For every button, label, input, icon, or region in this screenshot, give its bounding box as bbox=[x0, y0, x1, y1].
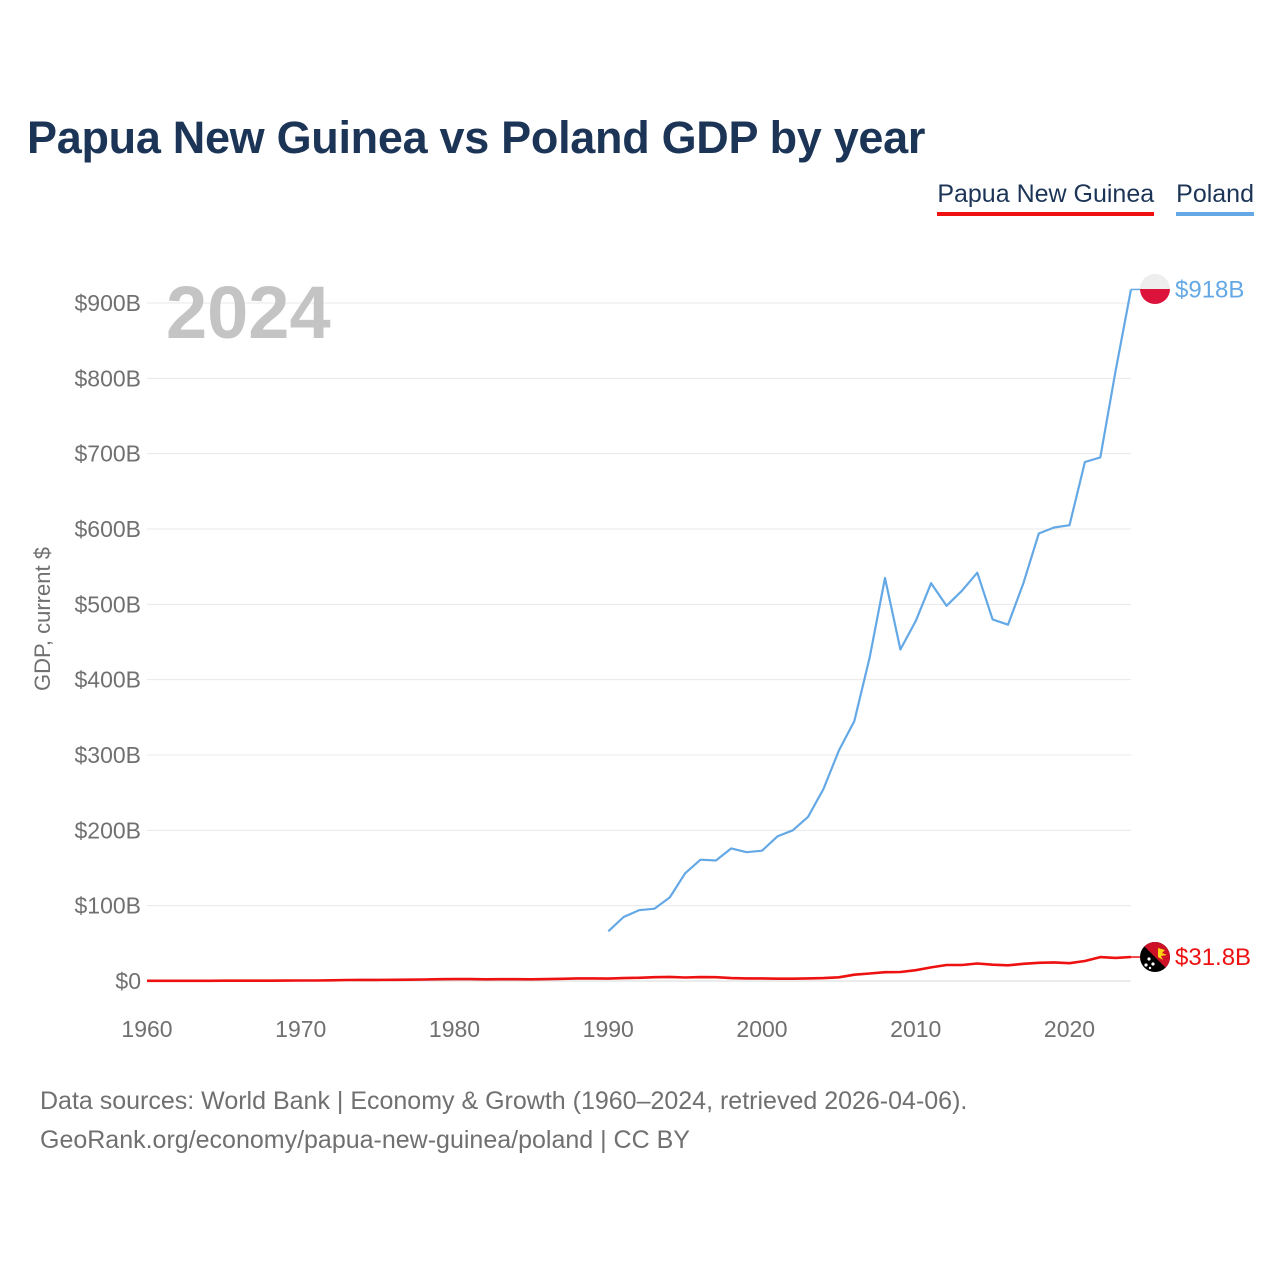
x-tick-label: 1990 bbox=[583, 1016, 634, 1042]
y-tick-label: $500B bbox=[74, 591, 141, 617]
y-axis-ticks: $0 $100B $200B $300B $400B $500B $600B $700B $80… bbox=[74, 290, 141, 994]
papua-new-guinea-flag-icon bbox=[1140, 942, 1170, 972]
series-line-poland[interactable] bbox=[607, 289, 1133, 933]
x-tick-label: 2000 bbox=[736, 1016, 787, 1042]
line-chart: 2024 $0 $100B $200B $300B $400B $500B $600B $70… bbox=[30, 271, 1251, 1042]
grid-lines bbox=[147, 302, 1131, 982]
y-tick-label: $900B bbox=[74, 290, 141, 316]
y-tick-label: $200B bbox=[74, 817, 141, 843]
footer: Data sources: World Bank | Economy & Gro… bbox=[40, 1082, 967, 1160]
y-tick-label: $0 bbox=[115, 968, 141, 994]
y-tick-label: $400B bbox=[74, 667, 141, 693]
y-tick-label: $700B bbox=[74, 441, 141, 467]
legend-item-poland[interactable]: Poland bbox=[1176, 180, 1254, 216]
flag-markers bbox=[1140, 274, 1170, 972]
y-tick-label: $100B bbox=[74, 893, 141, 919]
series-lines bbox=[147, 289, 1133, 983]
legend: Papua New Guinea Poland bbox=[937, 180, 1254, 216]
end-label-poland: $918B bbox=[1175, 276, 1244, 303]
y-tick-label: $800B bbox=[74, 365, 141, 391]
series-line-papua-new-guinea[interactable] bbox=[147, 955, 1132, 983]
legend-item-papua-new-guinea[interactable]: Papua New Guinea bbox=[937, 180, 1155, 216]
source-url[interactable]: GeoRank.org/economy/papua-new-guinea/pol… bbox=[40, 1126, 690, 1154]
x-tick-label: 1970 bbox=[275, 1016, 326, 1042]
end-label-papua-new-guinea: $31.8B bbox=[1175, 944, 1251, 971]
x-tick-label: 1960 bbox=[121, 1016, 172, 1042]
y-tick-label: $600B bbox=[74, 516, 141, 542]
x-tick-label: 1980 bbox=[429, 1016, 480, 1042]
data-source-note: Data sources: World Bank | Economy & Gro… bbox=[40, 1087, 968, 1115]
y-axis-title: GDP, current $ bbox=[30, 547, 55, 691]
x-axis-ticks: 1960 1970 1980 1990 2000 2010 2020 bbox=[121, 1016, 1095, 1042]
x-tick-label: 2010 bbox=[890, 1016, 941, 1042]
series-end-labels: $918B $31.8B bbox=[1131, 276, 1251, 971]
x-tick-label: 2020 bbox=[1044, 1016, 1095, 1042]
y-tick-label: $300B bbox=[74, 742, 141, 768]
poland-flag-icon bbox=[1140, 274, 1170, 304]
current-year-label: 2024 bbox=[166, 271, 331, 354]
chart-title: Papua New Guinea vs Poland GDP by year bbox=[27, 112, 926, 163]
